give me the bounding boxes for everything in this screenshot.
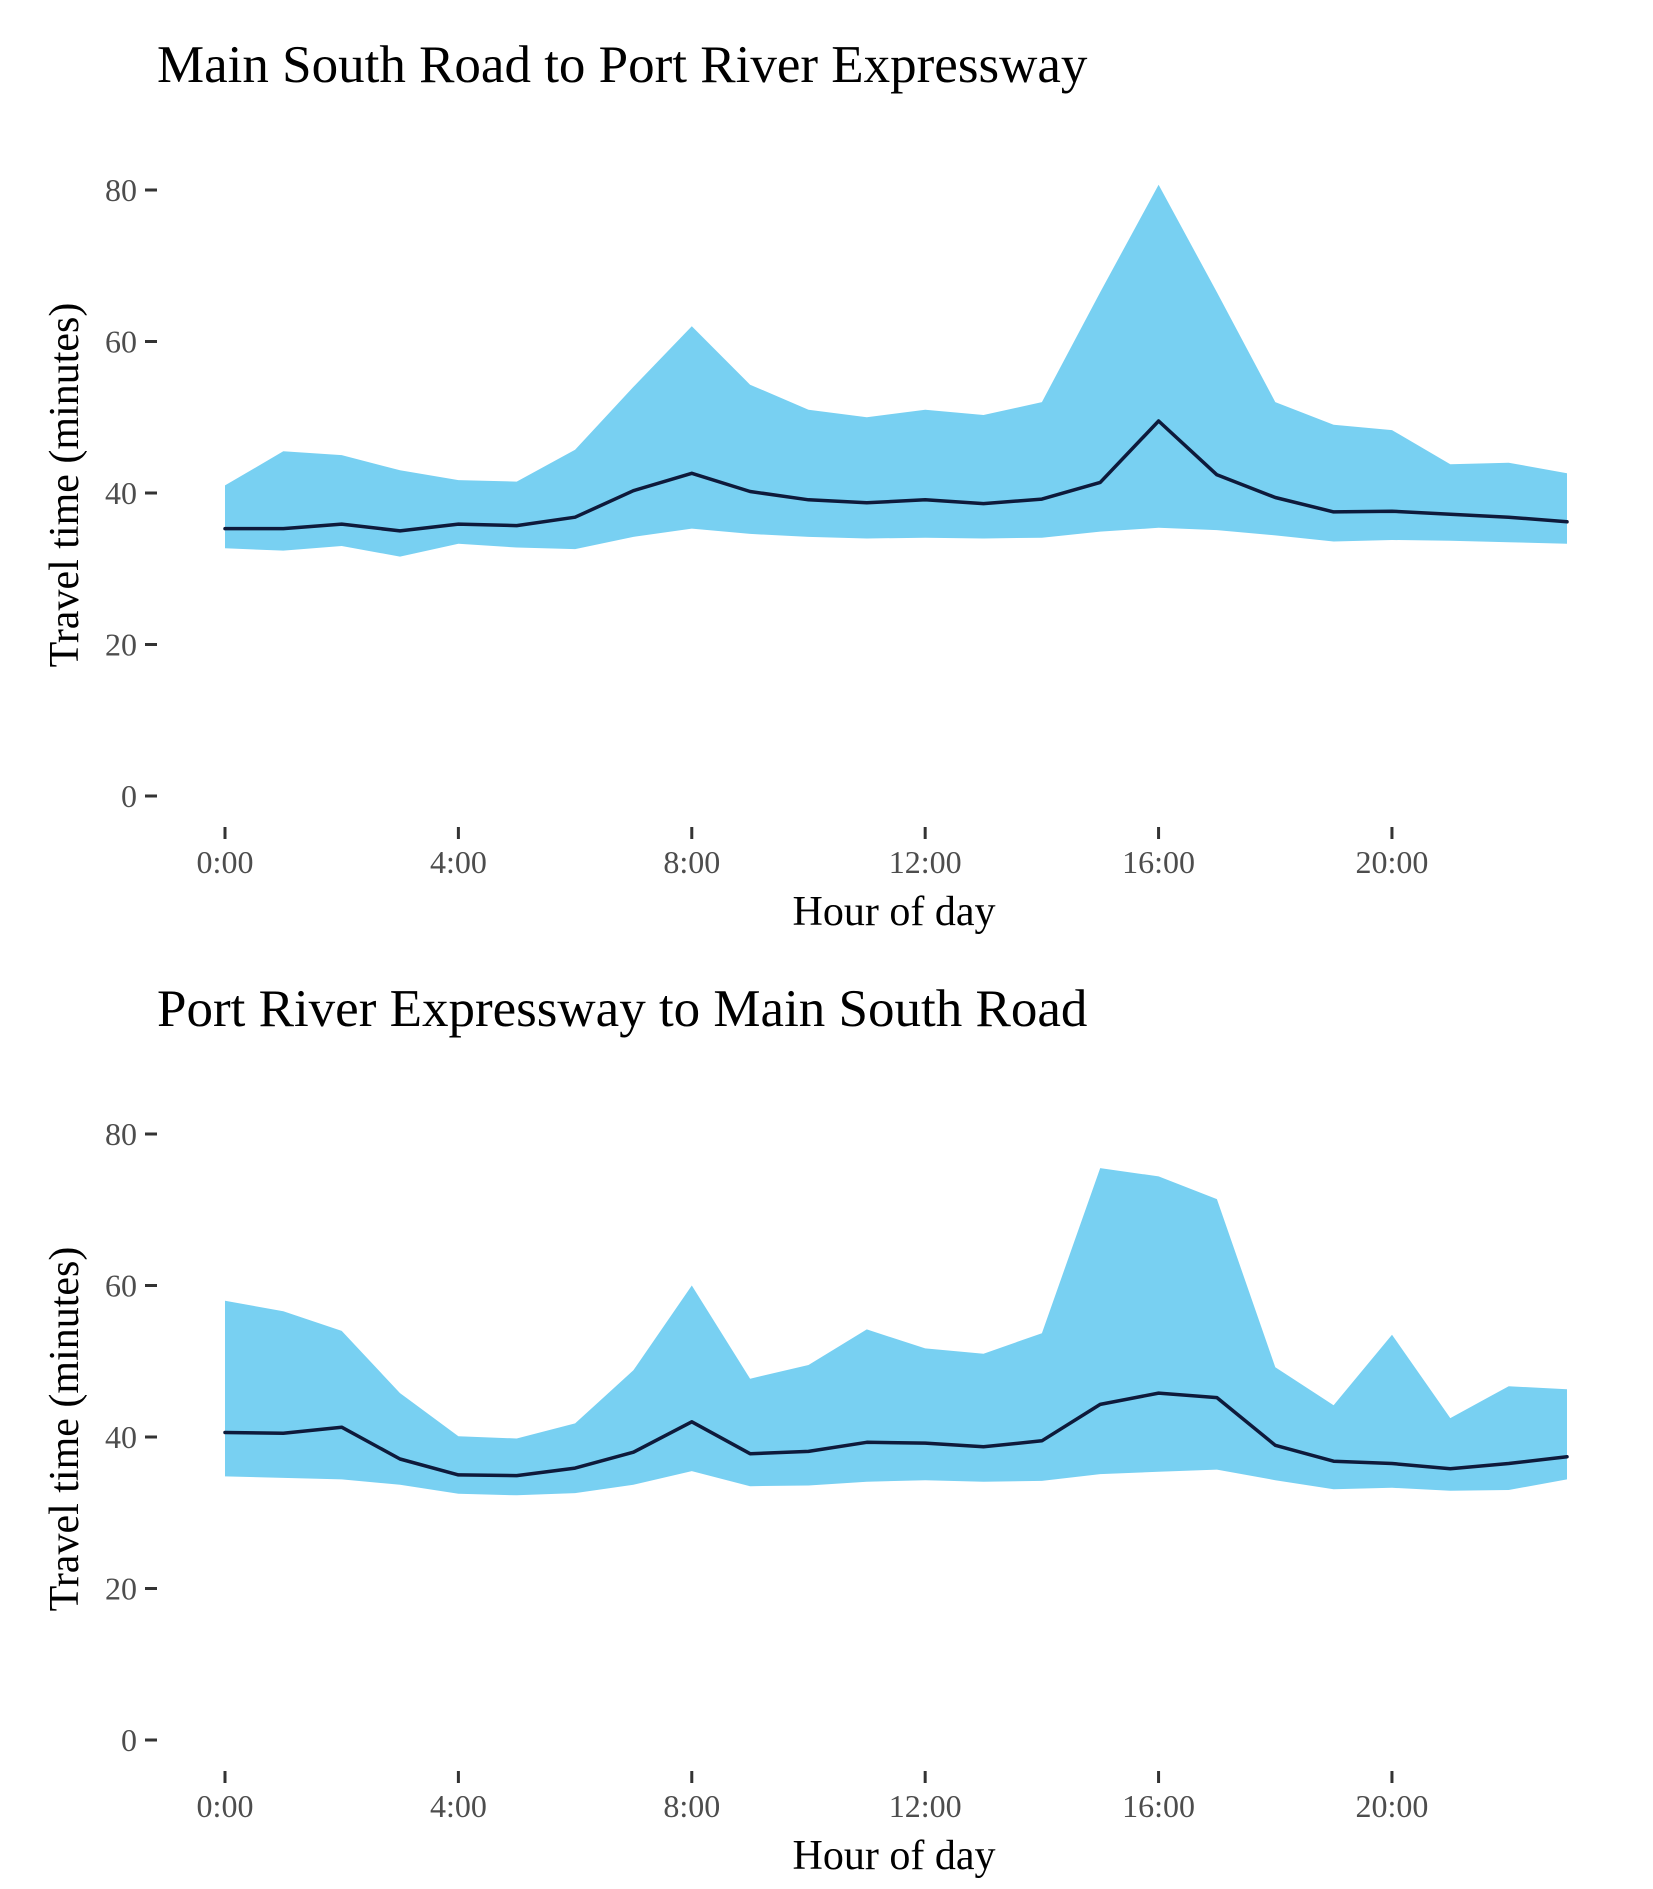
chart-2: Port River Expressway to Main South Road… <box>42 980 1569 1879</box>
x-tick-label: 0:00 <box>197 844 254 880</box>
y-tick-label: 40 <box>105 1419 137 1455</box>
x-tick-label: 0:00 <box>197 1788 254 1824</box>
y-axis-title: Travel time (minutes) <box>42 303 88 668</box>
chart-1: Main South Road to Port River Expressway… <box>42 36 1569 935</box>
x-axis-title: Hour of day <box>793 889 996 935</box>
range-band <box>225 1168 1567 1496</box>
plot-area <box>223 184 1569 557</box>
median-line <box>223 1391 1569 1478</box>
y-tick-label: 80 <box>105 1116 137 1152</box>
range-band <box>225 184 1567 557</box>
y-tick-label: 40 <box>105 475 137 511</box>
y-tick-label: 60 <box>105 1268 137 1304</box>
x-tick-label: 4:00 <box>430 1788 487 1824</box>
y-tick-label: 0 <box>121 1722 137 1758</box>
y-axis: 0 20 40 60 80 <box>105 1116 157 1758</box>
chart-title: Port River Expressway to Main South Road <box>157 980 1087 1038</box>
x-tick-label: 20:00 <box>1356 1788 1429 1824</box>
x-tick-label: 12:00 <box>889 844 962 880</box>
x-tick-label: 16:00 <box>1122 1788 1195 1824</box>
y-tick-label: 20 <box>105 627 137 663</box>
x-axis-title: Hour of day <box>793 1833 996 1879</box>
y-tick-label: 80 <box>105 172 137 208</box>
x-tick-label: 12:00 <box>889 1788 962 1824</box>
median-line <box>223 419 1569 533</box>
plot-area <box>223 1168 1569 1496</box>
x-tick-label: 8:00 <box>663 1788 720 1824</box>
y-tick-label: 20 <box>105 1571 137 1607</box>
x-tick-label: 8:00 <box>663 844 720 880</box>
x-tick-label: 16:00 <box>1122 844 1195 880</box>
y-axis: 0 20 40 60 80 <box>105 172 157 814</box>
x-tick-label: 4:00 <box>430 844 487 880</box>
chart-panel-1: Main South Road to Port River Expressway… <box>0 0 1653 944</box>
y-tick-label: 60 <box>105 324 137 360</box>
chart-panel-2: Port River Expressway to Main South Road… <box>0 944 1653 1888</box>
x-axis: 0:00 4:00 8:00 12:00 16:00 20:00 <box>197 827 1429 880</box>
x-axis: 0:00 4:00 8:00 12:00 16:00 20:00 <box>197 1771 1429 1824</box>
y-axis-title: Travel time (minutes) <box>42 1247 88 1612</box>
y-tick-label: 0 <box>121 778 137 814</box>
chart-title: Main South Road to Port River Expressway <box>157 36 1088 94</box>
x-tick-label: 20:00 <box>1356 844 1429 880</box>
